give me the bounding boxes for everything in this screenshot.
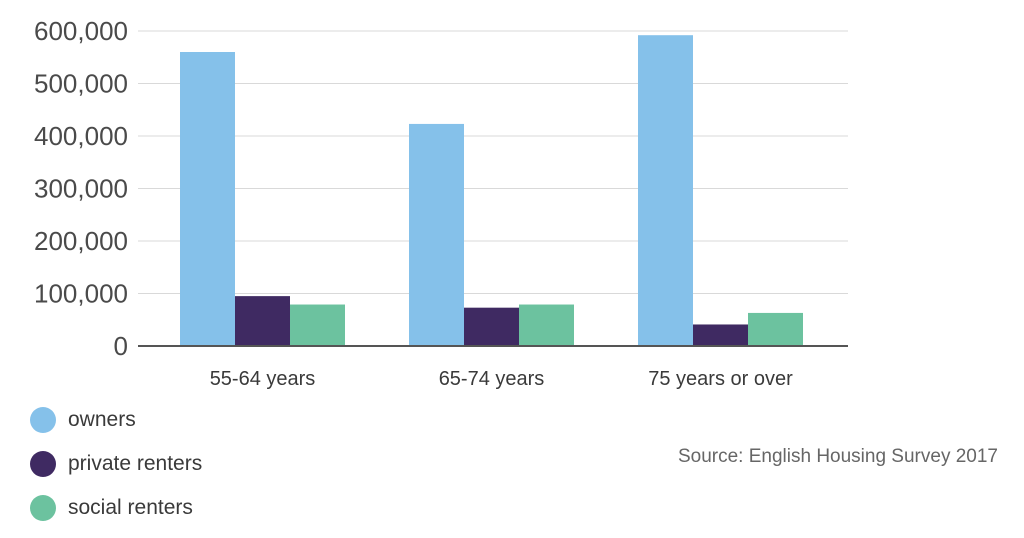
bar-private-renters-75-years-or-over: [693, 324, 748, 346]
bar-chart: 0 100,000 200,000 300,000 400,000 500,000 600,…: [34, 16, 848, 390]
x-axis-category-labels: 55-64 years 65-74 years 75 years or over: [210, 368, 793, 390]
y-tick-label: 400,000: [34, 121, 128, 151]
bar-private-renters-65-74-years: [464, 307, 519, 346]
legend-swatch-private-renters: [30, 451, 56, 477]
legend-swatch-owners: [30, 407, 56, 433]
bar-social-renters-55-64-years: [290, 304, 345, 346]
x-category-label: 55-64 years: [210, 368, 316, 390]
legend-label-owners: owners: [68, 408, 136, 431]
legend-item-owners: owners: [30, 398, 202, 442]
bar-owners-65-74-years: [409, 123, 464, 346]
y-tick-label: 200,000: [34, 226, 128, 256]
bar-owners-75-years-or-over: [638, 35, 693, 346]
legend-label-private-renters: private renters: [68, 452, 203, 475]
y-tick-label: 0: [114, 331, 128, 361]
y-tick-label: 500,000: [34, 69, 128, 99]
y-tick-label: 600,000: [34, 16, 128, 46]
y-tick-label: 300,000: [34, 174, 128, 204]
bar-social-renters-65-74-years: [519, 304, 574, 346]
bar-owners-55-64-years: [180, 52, 235, 346]
legend: owners private renters social renters: [30, 398, 202, 530]
x-category-label: 65-74 years: [439, 368, 545, 390]
source-note: Source: English Housing Survey 2017: [677, 446, 998, 467]
y-axis-tick-labels: 0 100,000 200,000 300,000 400,000 500,000 600,…: [34, 16, 128, 361]
legend-swatch-social-renters: [30, 495, 56, 521]
gridlines: [138, 30, 848, 294]
bars: [180, 35, 803, 346]
legend-label-social-renters: social renters: [68, 496, 193, 519]
bar-social-renters-75-years-or-over: [748, 312, 803, 346]
bar-private-renters-55-64-years: [235, 296, 290, 346]
legend-item-social-renters: social renters: [30, 486, 202, 530]
y-tick-label: 100,000: [34, 279, 128, 309]
x-category-label: 75 years or over: [648, 368, 793, 390]
legend-item-private-renters: private renters: [30, 442, 202, 486]
